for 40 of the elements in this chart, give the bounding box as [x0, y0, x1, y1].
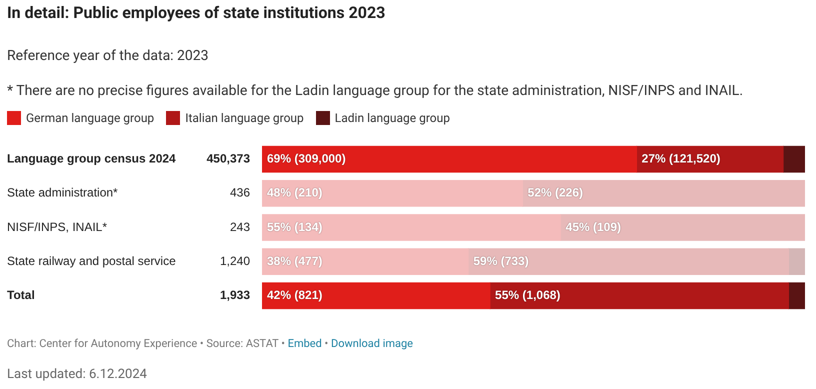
text: Last updated: 6.12.2024	[7, 367, 147, 382]
text: Chart: Center for Autonomy Experience • Source: ASTAT • Embed • Download image	[7, 337, 414, 350]
data-label: 45% (109)	[566, 220, 622, 234]
bar	[788, 282, 805, 310]
legend-label: German language group	[25, 111, 154, 125]
bar	[262, 248, 469, 275]
text: Reference year of the data: 2023	[7, 48, 209, 64]
y-tick-label: NISF/INPS, INAIL*	[7, 220, 108, 234]
data-label: 42% (821)	[267, 288, 322, 302]
text: 436	[230, 186, 250, 200]
chart-title: In detail: Public employees of state institutions 2023	[7, 3, 386, 22]
bar	[262, 214, 561, 241]
data-label: 59% (733)	[473, 254, 529, 268]
bar	[262, 180, 523, 207]
data-label: 52% (226)	[528, 186, 584, 200]
text: 1,240	[220, 254, 250, 268]
y-tick-label: State administration*	[7, 186, 118, 200]
bar	[782, 146, 805, 173]
bar	[468, 248, 790, 275]
text: 1,933	[220, 288, 250, 302]
bar	[788, 248, 805, 275]
data-label: 38% (477)	[267, 254, 322, 268]
legend-label: Ladin language group	[334, 111, 450, 125]
bar	[522, 180, 805, 207]
data-label: 55% (134)	[267, 220, 322, 234]
data-label: 48% (210)	[267, 186, 322, 200]
y-tick-label: Total	[7, 288, 35, 302]
legend-label: Italian language group	[184, 111, 304, 125]
text: * There are no precise figures available for the Ladin language group for the state administration, NISF/INPS and INAIL.	[7, 83, 744, 99]
text: 450,373	[206, 152, 250, 166]
bar	[262, 146, 637, 173]
bar	[560, 214, 805, 241]
data-label: 55% (1,068)	[495, 288, 560, 302]
text: 243	[230, 220, 250, 234]
bar	[262, 282, 490, 310]
y-tick-label: Language group census 2024	[7, 152, 176, 166]
data-label: 69% (309,000)	[267, 152, 346, 166]
bar	[490, 282, 790, 310]
data-label: 27% (121,520)	[642, 152, 720, 166]
y-tick-label: State railway and postal service	[7, 254, 176, 268]
